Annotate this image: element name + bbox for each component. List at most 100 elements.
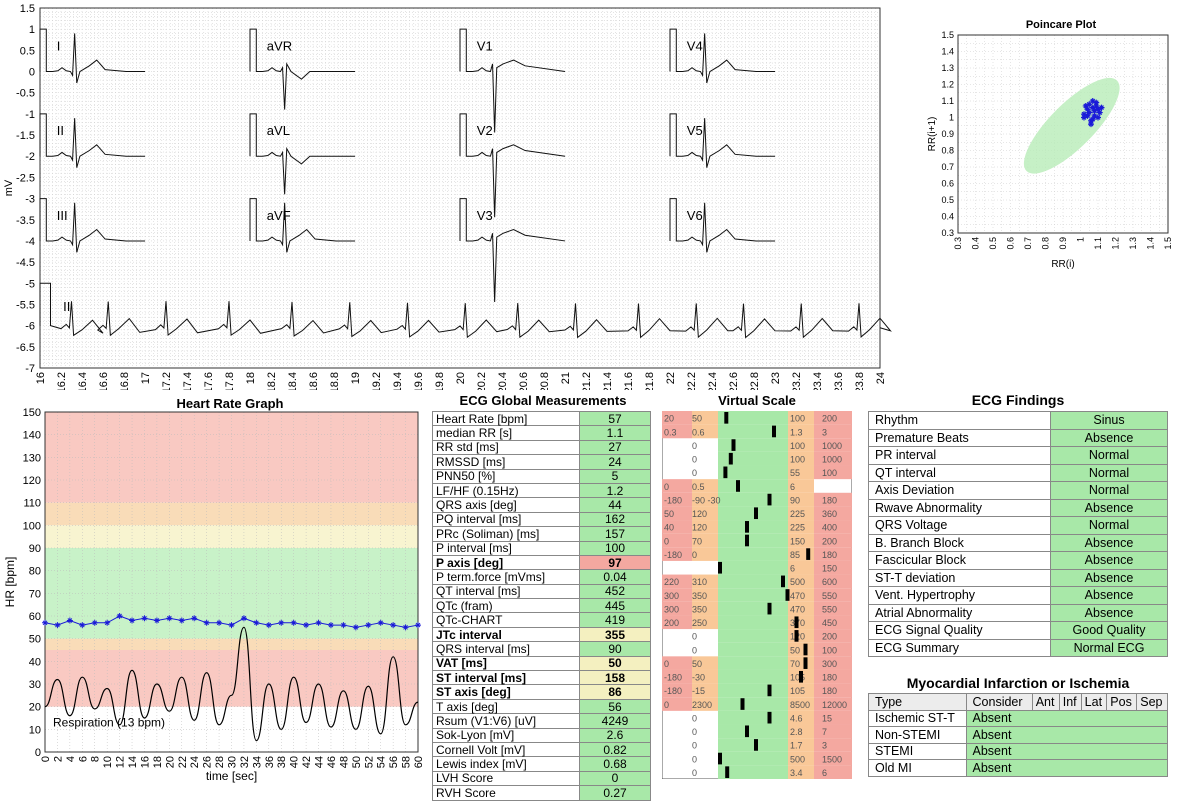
mi-consider: Absent — [965, 742, 1169, 760]
ecg-rhythm-trace — [39, 282, 892, 339]
scale-tick: 350 — [692, 591, 707, 601]
scale-tick: 0 — [692, 550, 697, 560]
scale-tick: -180 — [664, 495, 682, 505]
ecg-lead-trace — [669, 28, 775, 84]
ecg-xtick: 18.6 — [308, 372, 320, 390]
hr-xtick: 4 — [65, 756, 77, 762]
scale-marker — [806, 548, 811, 560]
measurement-row: JTc interval 355 — [432, 626, 651, 643]
measurement-row: QT interval [ms] 452 — [432, 583, 651, 600]
hr-point — [327, 622, 334, 629]
hr-point — [79, 622, 86, 629]
ecg-xtick: 21.8 — [644, 372, 656, 390]
hr-xtick: 54 — [376, 756, 388, 768]
scale-marker — [754, 739, 758, 751]
measurement-name: QTc-CHART — [432, 612, 580, 628]
scale-tick: 1000 — [822, 441, 842, 451]
finding-value: Absence — [1050, 498, 1168, 517]
scale-tick: 50 — [790, 645, 800, 655]
scale-tick: 300 — [664, 591, 679, 601]
scale-tick: 100 — [790, 414, 805, 424]
scale-tick: 1.7 — [790, 741, 803, 751]
measurement-name: RMSSD [ms] — [432, 454, 580, 470]
scale-low-orange — [692, 506, 718, 521]
scale-normal — [718, 765, 788, 779]
scale-high-red — [814, 738, 852, 752]
hr-frame — [44, 411, 419, 753]
poincare-ytick: 1.5 — [941, 30, 954, 40]
scale-tick: 0 — [692, 713, 697, 723]
scale-normal — [718, 547, 788, 561]
ecg-lead-trace — [249, 28, 355, 110]
measurement-name: Cornell Volt [mV] — [432, 741, 580, 758]
scale-high-red — [814, 547, 852, 561]
ecg-lead-label: V5 — [687, 123, 703, 138]
hr-xtick: 24 — [189, 756, 201, 768]
finding-value: Absence — [1050, 586, 1168, 605]
hr-xtick: 32 — [239, 756, 251, 768]
scale-tick: 0 — [664, 482, 669, 492]
measurement-name: Heart Rate [bpm] — [432, 410, 580, 427]
poincare-xtick: 0.3 — [953, 237, 963, 250]
measurement-name: VAT [ms] — [432, 655, 580, 672]
measurement-row: VAT [ms] 50 — [432, 655, 651, 672]
measurement-value: 44 — [579, 497, 651, 513]
hr-point — [54, 622, 61, 629]
measurement-name: P axis [deg] — [432, 554, 580, 571]
poincare-point — [1089, 116, 1096, 123]
ecg-lead-trace — [459, 28, 566, 133]
finding-value: Sinus — [1050, 411, 1168, 430]
scale-tick: 15 — [822, 713, 832, 723]
scale-tick: 120 — [692, 523, 707, 533]
hr-point — [390, 622, 397, 629]
hr-xtick: 52 — [363, 756, 375, 768]
scale-normal — [718, 642, 788, 657]
finding-value: Absence — [1050, 428, 1168, 447]
measurement-value: 56 — [579, 698, 651, 715]
scale-tick: -15 — [692, 686, 705, 696]
scale-tick: 1500 — [822, 754, 842, 764]
scale-low-orange — [692, 683, 718, 698]
scale-high-orange — [788, 479, 814, 493]
ecg-lead-label: II — [57, 123, 64, 138]
scale-tick: 180 — [822, 550, 837, 560]
scale-high-red — [814, 751, 852, 766]
scale-normal — [718, 520, 788, 534]
ecg-lead-trace — [249, 198, 355, 253]
scale-normal — [718, 560, 788, 575]
ecg-lead-label: III — [57, 208, 68, 223]
ecg-xtick: 17.6 — [203, 372, 215, 390]
scale-tick: 200 — [664, 618, 679, 628]
ecg-xtick: 17 — [140, 372, 152, 384]
hr-xtick: 28 — [214, 756, 226, 768]
scale-tick: 70 — [692, 536, 702, 546]
poincare-point — [1082, 102, 1089, 109]
scale-tick: 3 — [822, 741, 827, 751]
scale-low-orange — [692, 615, 718, 630]
scale-marker — [724, 412, 729, 424]
hr-point — [228, 622, 235, 629]
scale-normal — [718, 588, 788, 602]
hr-xtick: 46 — [326, 756, 338, 768]
scale-low-red — [662, 615, 692, 630]
scale-high-red — [814, 533, 852, 548]
hr-xtick: 38 — [276, 756, 288, 768]
hr-ytick: 30 — [29, 679, 41, 691]
ecg-xtick: 21 — [560, 372, 572, 384]
measurement-row: P term.force [mVms] 0.04 — [432, 569, 651, 585]
ecg-xtick: 19.2 — [371, 372, 383, 390]
measurement-row: QRS axis [deg] 44 — [432, 497, 651, 513]
scale-low-red — [662, 656, 692, 670]
measurement-name: QT interval [ms] — [432, 583, 580, 600]
ecg-ylabel: mV — [3, 179, 15, 196]
finding-name: Rwave Abnormality — [868, 498, 1051, 517]
scale-low-red — [662, 588, 692, 602]
ecg-xtick: 16.2 — [56, 372, 68, 390]
ecg-xtick: 16.4 — [77, 372, 89, 390]
scale-high-red — [814, 601, 852, 616]
scale-tick: 500 — [790, 577, 805, 587]
ecg-ytick: -3 — [25, 194, 35, 206]
ecg-xtick: 18.4 — [287, 372, 299, 390]
scale-marker — [767, 602, 772, 615]
hr-xtick: 40 — [289, 756, 301, 768]
